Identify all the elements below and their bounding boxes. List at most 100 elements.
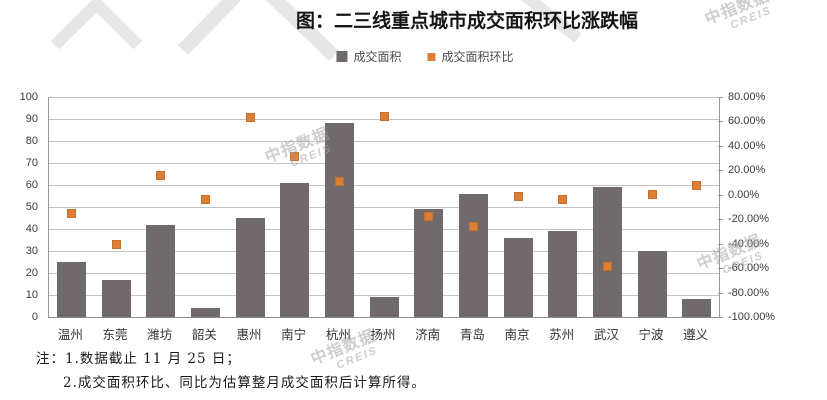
x-axis-category-label: 苏州 (549, 328, 575, 342)
mom-marker (424, 212, 434, 222)
right-axis-tick-label: -60.00% (728, 262, 769, 275)
bar (414, 209, 444, 317)
x-axis-category-label: 韶关 (191, 328, 217, 342)
left-axis-tick-label: 30 (25, 245, 38, 257)
left-axis-tick-label: 20 (25, 267, 38, 279)
right-axis-tick-mark (718, 219, 723, 221)
x-axis-category-label: 遵义 (683, 328, 709, 342)
x-axis-category-label: 武汉 (593, 328, 619, 342)
left-axis-tick-label: 60 (25, 179, 38, 191)
note-line-2: 2.成交面积环比、同比为估算整月成交面积后计算所得。 (63, 375, 426, 391)
right-axis-tick-label: -80.00% (728, 286, 769, 299)
bar (101, 279, 131, 317)
bar (146, 224, 176, 317)
gridline (49, 185, 719, 186)
left-axis-tick-label: 100 (19, 91, 38, 103)
chart-title: 图：二三线重点城市成交面积环比涨跌幅 (295, 11, 639, 32)
x-axis-category-label: 惠州 (236, 328, 262, 342)
x-axis-category-label: 南宁 (281, 328, 307, 342)
left-axis-tick-label: 0 (31, 311, 38, 323)
left-axis-tick-label: 70 (25, 157, 38, 169)
legend-bar-swatch-icon (336, 51, 348, 62)
mom-marker (558, 195, 568, 205)
right-axis-tick-label: 20.00% (728, 164, 766, 177)
right-axis-tick-label: 40.00% (728, 139, 766, 152)
left-axis: 100 90 80 70 60 50 40 30 20 10 0 (0, 91, 42, 323)
plot-area (48, 97, 720, 318)
bar (369, 297, 399, 317)
gridline (49, 295, 719, 296)
legend: 成交面积 成交面积环比 (336, 48, 514, 65)
bar (56, 262, 86, 317)
right-axis-tick-mark (718, 121, 723, 123)
right-axis-tick-mark (718, 268, 723, 270)
x-axis-category-label: 济南 (415, 328, 441, 342)
left-axis-tick-label: 10 (25, 289, 38, 301)
legend-item-area: 成交面积 (336, 48, 402, 65)
note-line-1: 注：1.数据截止 11 月 25 日； (36, 347, 426, 371)
bar (190, 308, 220, 317)
x-axis-category-label: 青岛 (459, 328, 485, 342)
bar (280, 182, 310, 317)
right-axis-tick-mark (718, 170, 723, 172)
bar (592, 187, 622, 317)
right-axis-tick-label: 60.00% (728, 115, 766, 128)
gridline (49, 141, 719, 142)
bar (235, 218, 265, 317)
mom-marker (334, 176, 344, 186)
legend-item-mom: 成交面积环比 (427, 48, 514, 65)
mom-marker (200, 195, 210, 205)
bar (324, 123, 354, 317)
left-axis-tick-label: 50 (25, 201, 38, 213)
bar (458, 193, 488, 317)
gridline (49, 207, 719, 208)
mom-marker (692, 180, 702, 190)
gridline (49, 97, 719, 98)
note-text-1: 1.数据截止 11 月 25 日； (65, 351, 241, 367)
right-axis-tick-label: -40.00% (728, 237, 769, 250)
bar (682, 299, 712, 317)
right-axis-tick-mark (718, 292, 723, 294)
x-axis-category-label: 扬州 (370, 328, 396, 342)
mom-marker (468, 222, 478, 232)
bar (637, 251, 667, 317)
legend-point-swatch-icon (427, 52, 436, 61)
gridline (49, 229, 719, 230)
mom-marker (290, 152, 300, 162)
x-axis-category-label: 东莞 (102, 328, 128, 342)
right-axis-tick-label: -100.00% (728, 311, 776, 323)
bar (548, 231, 578, 317)
right-axis-tick-mark (718, 243, 723, 245)
x-axis-category-label: 温州 (57, 328, 83, 342)
x-axis-category-label: 杭州 (325, 328, 351, 342)
mom-marker (513, 191, 523, 201)
right-axis-tick-mark (718, 145, 723, 147)
gridline (49, 251, 719, 252)
mom-marker (245, 113, 255, 123)
left-axis-tick-label: 80 (25, 135, 38, 147)
legend-area-label: 成交面积 (353, 50, 402, 64)
right-axis-tick-mark (718, 317, 723, 318)
note-prefix: 注： (36, 351, 65, 367)
mom-marker (647, 190, 657, 200)
mom-marker (66, 208, 76, 218)
right-axis-tick-mark (718, 194, 723, 196)
gridline (49, 163, 719, 164)
right-axis-tick-label: 0.00% (728, 188, 760, 201)
x-axis-category-label: 南京 (504, 328, 530, 342)
right-axis: 80.00% 60.00% 40.00% 20.00% 0.00% -20.00% -40.… (718, 91, 823, 323)
x-axis-category-label: 宁波 (638, 328, 664, 342)
right-axis-tick-label: 80.00% (728, 91, 766, 103)
mom-marker (602, 262, 612, 272)
legend-mom-label: 成交面积环比 (441, 50, 514, 64)
x-axis-category-label: 潍坊 (147, 328, 173, 342)
mom-marker (379, 112, 389, 122)
bar (503, 237, 533, 317)
mom-marker (156, 170, 166, 180)
x-axis: 温州 东莞 潍坊 韶关 惠州 南宁 杭州 扬州 济南 青岛 南京 苏州 武汉 宁波 遵义 (48, 324, 718, 342)
right-axis-tick-label: -20.00% (728, 213, 769, 226)
left-axis-tick-label: 40 (25, 223, 38, 235)
right-axis-tick-mark (718, 97, 723, 98)
